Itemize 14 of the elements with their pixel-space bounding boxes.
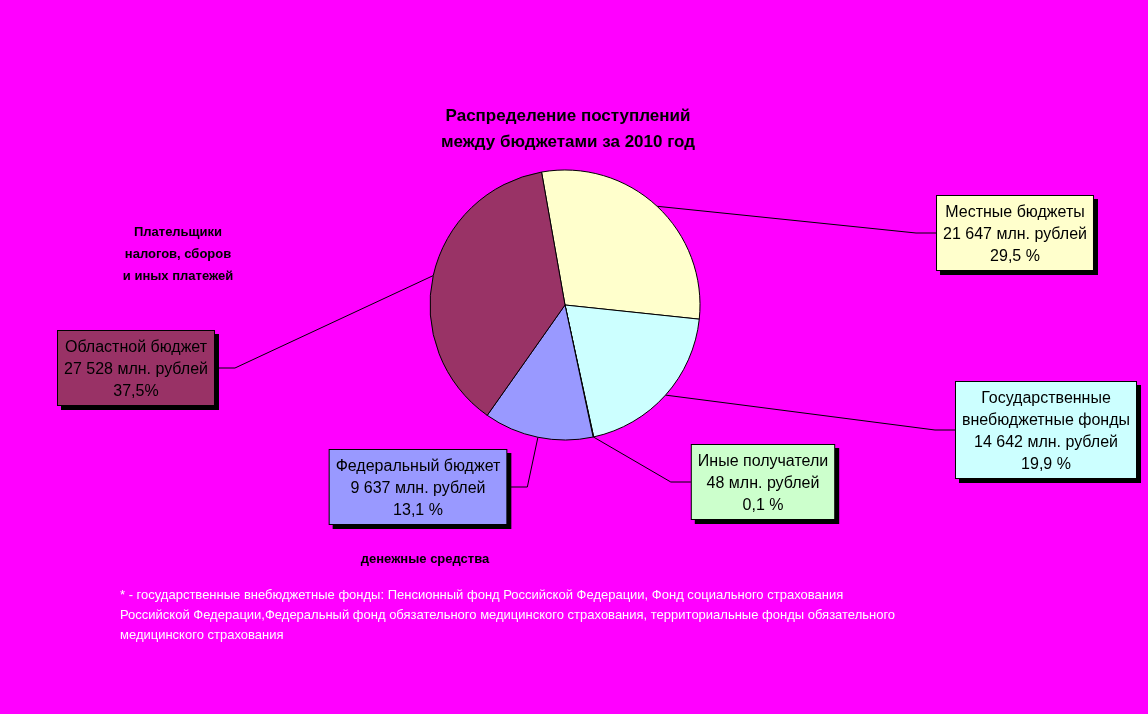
slice-label: Государственные внебюджетные фонды (961, 388, 1131, 428)
text: денежные средства (360, 550, 491, 566)
text: Плательщики налогов, сборов и иных платежей (122, 223, 234, 283)
chart-title: Распределение поступлений между бюджетами за 2010 год (441, 105, 696, 151)
text: * - государственные внебюджетные фонды: Пенсионный фонд Российской Федерации, Фонд социального страхования Российской Федерации,Федеральный фонд обязательного медицинского страхования, территориальные фонды обязательного медицинского страхования (120, 586, 896, 642)
data-label: 27 528 млн. рублей 37,5% (64, 359, 208, 399)
data-label: 21 647 млн. рублей 29,5 % (943, 224, 1087, 264)
slice-label: Иные получатели (697, 451, 829, 469)
data-label: 9 637 млн. рублей 13,1 % (350, 478, 486, 518)
slice-label: Областной бюджет (64, 337, 208, 355)
slice-label: Федеральный бюджет (335, 456, 502, 474)
data-label: 48 млн. рублей 0,1 % (706, 473, 820, 513)
slice-label: Местные бюджеты (945, 202, 1085, 220)
data-label: 14 642 млн. рублей 19,9 % (974, 432, 1118, 472)
